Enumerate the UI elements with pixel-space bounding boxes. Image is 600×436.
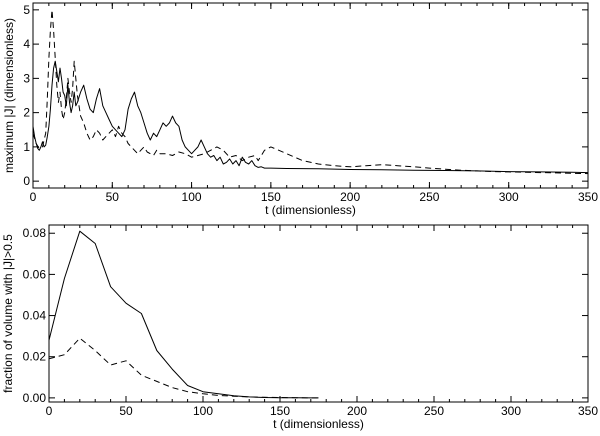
x-tick-label: 0 xyxy=(30,190,37,204)
y-tick-label: 0.04 xyxy=(23,309,47,323)
bottom-chart-panel: 0 50 100 150 200 250 300 350 0.00 0.02 0.04 0.06 0.0… xyxy=(1,224,598,431)
x-axis-label: t (dimensionless) xyxy=(273,417,364,431)
y-tick-label: 0 xyxy=(23,174,30,188)
x-tick-label: 200 xyxy=(347,404,367,418)
y-tick-label: 0.08 xyxy=(23,226,47,240)
x-tick-label: 300 xyxy=(501,404,521,418)
y-tick-label: 1 xyxy=(23,140,30,154)
y-tick-label: 5 xyxy=(23,3,30,17)
x-tick-label: 150 xyxy=(261,190,281,204)
y-axis-label: fraction of volume with |J|>0.5 xyxy=(1,234,15,393)
x-tick-label: 250 xyxy=(424,404,444,418)
x-tick-label: 100 xyxy=(182,190,202,204)
series-line-solid xyxy=(48,230,319,399)
y-tick-label: 0.02 xyxy=(23,350,47,364)
x-tick-label: 50 xyxy=(106,190,120,204)
y-tick-label: 2 xyxy=(23,106,30,120)
y-tick-label: 0.06 xyxy=(23,267,47,281)
plot-frame xyxy=(48,224,589,403)
y-tick-label: 0.00 xyxy=(23,391,47,405)
y-axis-label: maximum |J| (dimensionless) xyxy=(2,18,16,173)
x-tick-label: 200 xyxy=(340,190,360,204)
x-axis-label: t (dimensionless) xyxy=(265,203,356,217)
series-line-dashed xyxy=(48,337,319,399)
x-tick-label: 150 xyxy=(270,404,290,418)
top-chart-panel: 0 50 100 150 200 250 300 350 0 1 2 3 4 5 t (dimensionl… xyxy=(2,2,598,217)
series-line-dashed xyxy=(32,9,589,175)
plot-frame xyxy=(32,2,589,189)
x-tick-label: 100 xyxy=(193,404,213,418)
x-tick-label: 350 xyxy=(578,190,598,204)
x-tick-label: 0 xyxy=(46,404,53,418)
x-tick-label: 300 xyxy=(499,190,519,204)
y-tick-label: 3 xyxy=(23,71,30,85)
series-line-solid xyxy=(32,60,589,174)
x-tick-label: 350 xyxy=(578,404,598,418)
x-tick-label: 50 xyxy=(119,404,133,418)
x-tick-label: 250 xyxy=(419,190,439,204)
y-tick-label: 4 xyxy=(23,37,30,51)
